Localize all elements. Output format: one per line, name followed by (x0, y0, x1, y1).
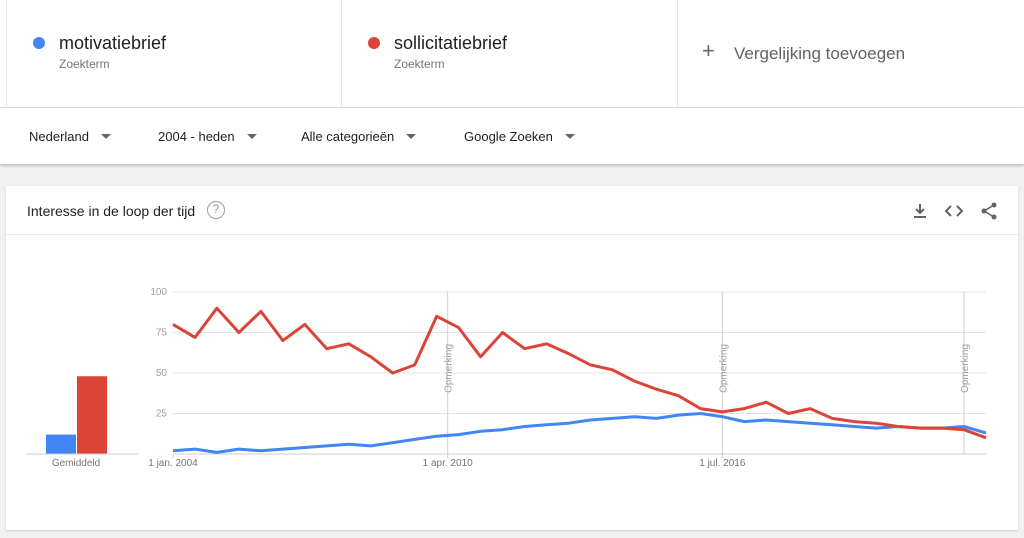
plus-icon: + (702, 38, 715, 63)
average-bars: Gemiddeld (26, 376, 138, 469)
series-line-motivatiebrief (172, 412, 987, 454)
term-kind: Zoekterm (394, 57, 445, 71)
region-label: Nederland (29, 129, 89, 144)
chart-series (172, 306, 987, 454)
average-bar-motivatiebrief (46, 434, 76, 454)
y-tick-label: 25 (156, 409, 168, 420)
annotation-label: Opmerking (444, 344, 455, 393)
chevron-down-icon (246, 134, 257, 139)
search-terms-bar: motivatiebrief Zoekterm sollicitatiebrie… (0, 0, 1024, 108)
y-tick-label: 50 (156, 368, 168, 379)
source-dropdown[interactable]: Google Zoeken (464, 129, 575, 144)
category-dropdown[interactable]: Alle categorieën (301, 129, 417, 144)
source-label: Google Zoeken (464, 129, 553, 144)
chevron-down-icon (406, 134, 417, 139)
filter-bar: Nederland 2004 - heden Alle categorieën … (0, 108, 1024, 164)
interest-chart: Gemiddeld 25 50 75 100 Opmerking Opmerking Op… (26, 287, 987, 469)
chart-grid: 25 50 75 100 (150, 287, 986, 455)
series-line-sollicitatiebrief (172, 306, 987, 440)
interest-over-time-card: Interesse in de loop der tijd ? Gemiddel… (6, 186, 1018, 530)
term-kind: Zoekterm (59, 57, 110, 71)
x-axis-ticks: 1 jan. 2004 1 apr. 2010 1 jul. 2016 (148, 454, 746, 469)
chevron-down-icon (564, 134, 575, 139)
term-name: motivatiebrief (59, 33, 167, 53)
series-color-dot (33, 37, 45, 49)
annotation-label: Opmerking (718, 344, 729, 393)
period-label: 2004 - heden (158, 129, 235, 144)
add-comparison-label: Vergelijking toevoegen (734, 44, 906, 63)
x-tick-label: 1 apr. 2010 (423, 458, 473, 469)
category-label: Alle categorieën (301, 129, 395, 144)
y-tick-label: 75 (156, 328, 168, 339)
annotation-label: Opmerking (960, 344, 971, 393)
card-header: Interesse in de loop der tijd ? (6, 186, 1018, 235)
series-color-dot (368, 37, 380, 49)
x-tick-label: 1 jul. 2016 (699, 458, 746, 469)
term-name: sollicitatiebrief (394, 33, 508, 53)
card-title: Interesse in de loop der tijd (27, 203, 196, 219)
term-card-sollicitatiebrief[interactable]: sollicitatiebrief Zoekterm (342, 0, 678, 108)
term-card-motivatiebrief[interactable]: motivatiebrief Zoekterm (6, 0, 342, 108)
y-tick-label: 100 (150, 287, 167, 298)
help-icon[interactable]: ? (207, 201, 225, 219)
average-label: Gemiddeld (52, 458, 100, 469)
x-tick-label: 1 jan. 2004 (148, 458, 198, 469)
embed-icon[interactable] (944, 201, 964, 221)
share-icon[interactable] (979, 201, 999, 221)
average-bar-sollicitatiebrief (77, 376, 107, 454)
add-comparison-button[interactable]: + Vergelijking toevoegen (678, 0, 1024, 108)
period-dropdown[interactable]: 2004 - heden (158, 129, 257, 144)
download-icon[interactable] (910, 201, 930, 221)
region-dropdown[interactable]: Nederland (29, 129, 111, 144)
chevron-down-icon (101, 134, 111, 139)
